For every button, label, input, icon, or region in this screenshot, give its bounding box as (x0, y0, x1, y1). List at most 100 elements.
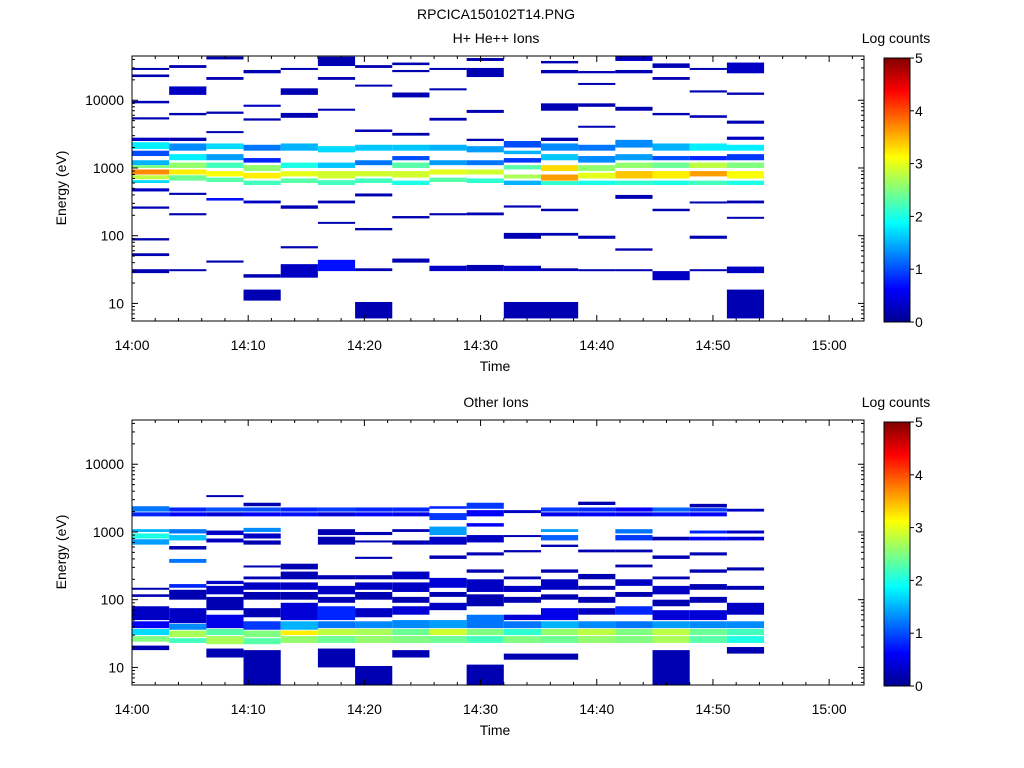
heatmap-cell (392, 258, 430, 263)
heatmap-cell (540, 208, 579, 212)
heatmap-cell (392, 650, 430, 658)
heatmap-cell (355, 608, 393, 618)
heatmap-cell (503, 205, 541, 208)
heatmap-cell (243, 69, 281, 74)
heatmap-cell (615, 549, 653, 553)
heatmap-cell (280, 563, 318, 570)
heatmap-cell (726, 200, 765, 204)
heatmap-cell (540, 507, 579, 512)
heatmap-cell (169, 608, 207, 624)
heatmap-cell (540, 154, 579, 161)
heatmap-cell (355, 160, 393, 166)
heatmap-cell (132, 117, 170, 120)
heatmap-cell (689, 90, 727, 93)
heatmap-cell (726, 289, 765, 319)
colorbar-tick-label: 4 (915, 467, 923, 483)
heatmap-cell (689, 536, 727, 541)
heatmap-cell (243, 104, 281, 107)
heatmap-cell (317, 77, 356, 80)
panel-title: Other Ions (463, 394, 528, 410)
heatmap-cell (169, 584, 207, 588)
heatmap-cell (578, 585, 616, 590)
heatmap-cell (206, 512, 244, 517)
heatmap-cell (206, 162, 244, 168)
heatmap-cell (392, 156, 430, 161)
heatmap-cell (206, 111, 244, 114)
heatmap-cell (206, 530, 244, 536)
heatmap-cell (726, 628, 765, 636)
heatmap-cell (540, 636, 579, 643)
heatmap-cell (615, 106, 653, 111)
heatmap-cell (392, 162, 430, 168)
heatmap-cell (317, 596, 356, 603)
heatmap-cell (132, 206, 170, 209)
heatmap-cell (726, 536, 765, 541)
heatmap-cell (652, 63, 690, 68)
heatmap-cell (689, 621, 727, 629)
heatmap-cell (132, 587, 170, 590)
heatmap-cell (652, 112, 690, 116)
heatmap-cell (652, 599, 690, 607)
heatmap-cell (169, 112, 207, 116)
heatmap-cell (503, 174, 541, 179)
heatmap-cell (132, 238, 170, 241)
colorbar-tick-label: 4 (915, 103, 923, 119)
heatmap-cell (503, 180, 541, 186)
heatmap-cell (503, 636, 541, 643)
heatmap-cell (280, 88, 318, 95)
heatmap-cell (169, 213, 207, 216)
heatmap-cell (652, 271, 690, 281)
heatmap-cell (392, 512, 430, 517)
heatmap-cell (243, 507, 281, 512)
heatmap-cell (466, 535, 504, 543)
heatmap-cell (540, 268, 579, 272)
heatmap-cell (169, 558, 207, 563)
heatmap-cell (615, 162, 653, 168)
heatmap-cell (317, 162, 356, 168)
heatmap-cell (466, 502, 504, 509)
heatmap-cell (206, 636, 244, 645)
heatmap-cell (726, 508, 765, 512)
heatmap-cell (615, 180, 653, 186)
heatmap-cell (206, 614, 244, 629)
colorbar-tick-label: 2 (915, 208, 923, 224)
heatmap-cell (169, 529, 207, 534)
heatmap-cell (206, 177, 244, 183)
heatmap-cell (355, 268, 393, 272)
heatmap-cell (652, 77, 690, 80)
heatmap-cell (392, 507, 430, 512)
heatmap-cell (615, 621, 653, 629)
heatmap-cell (466, 664, 504, 685)
heatmap-cell (132, 253, 170, 257)
heatmap-cell (652, 621, 690, 629)
heatmap-cell (132, 606, 170, 621)
heatmap-cell (652, 610, 690, 621)
heatmap-cell (466, 146, 504, 153)
colorbar-tick-label: 0 (915, 678, 923, 694)
heatmap-cell (392, 69, 430, 73)
x-tick-label: 14:40 (579, 337, 614, 353)
heatmap-cell (132, 621, 170, 629)
heatmap-cell (169, 86, 207, 95)
heatmap-cell (392, 571, 430, 580)
heatmap-cell (206, 585, 244, 595)
heatmap-cell (466, 138, 504, 142)
heatmap-cell (355, 193, 393, 197)
x-tick-label: 14:10 (231, 337, 266, 353)
heatmap-cell (540, 535, 579, 541)
heatmap-cell (429, 536, 467, 545)
heatmap-cell (429, 628, 467, 636)
heatmap-cell (429, 265, 467, 272)
heatmap-cell (503, 576, 541, 580)
heatmap-cell (503, 596, 541, 603)
heatmap-cell (503, 653, 541, 660)
heatmap-cell (689, 503, 727, 508)
heatmap-cell (578, 608, 616, 615)
heatmap-cell (503, 165, 541, 170)
heatmap-cell (689, 636, 727, 643)
colorbar (883, 57, 911, 323)
heatmap-cell (317, 171, 356, 179)
heatmap-cell (317, 221, 356, 224)
heatmap-cell (689, 115, 727, 118)
heatmap-cell (689, 67, 727, 70)
